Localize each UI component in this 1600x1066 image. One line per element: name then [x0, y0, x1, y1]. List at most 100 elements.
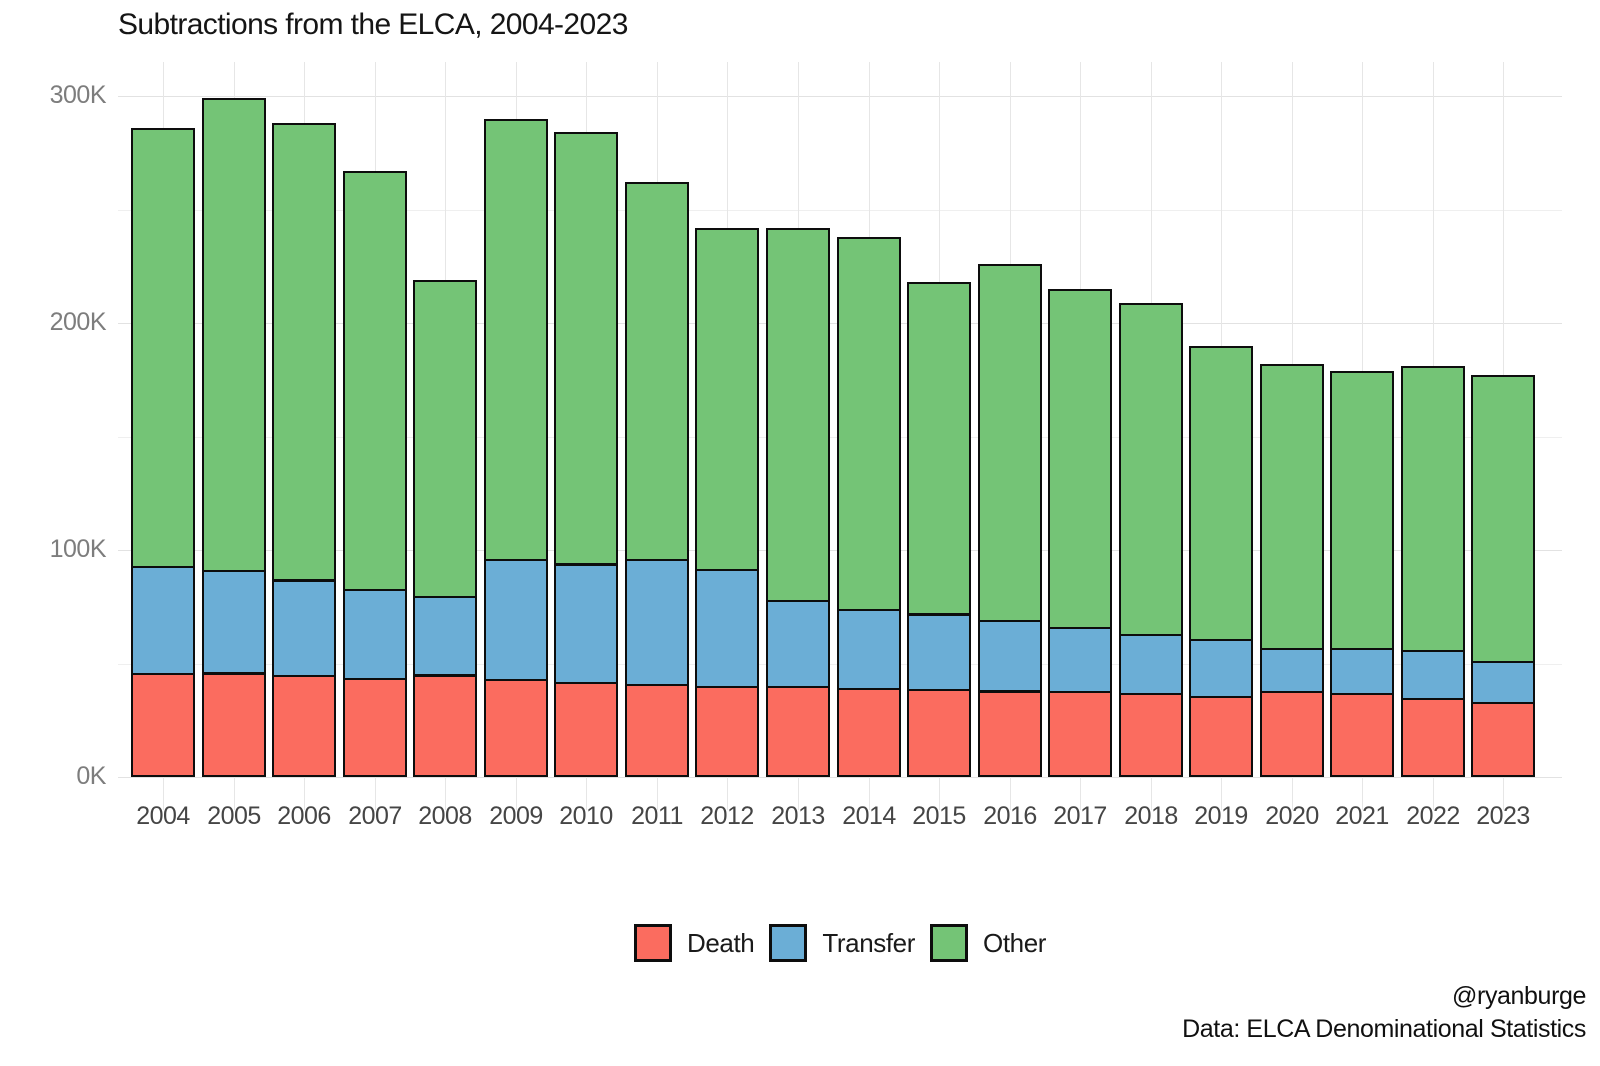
x-tick-label-2015: 2015 [912, 802, 966, 830]
y-tick-label-0k: 0K [76, 762, 106, 790]
bar-segment-other-2017 [1048, 289, 1112, 629]
bar-segment-transfer-2005 [202, 570, 266, 674]
bar-segment-transfer-2020 [1260, 648, 1324, 693]
bar-segment-other-2004 [131, 128, 195, 568]
bar-segment-other-2007 [343, 171, 407, 591]
bar-segment-transfer-2011 [625, 559, 689, 686]
y-tick-label-100k: 100K [49, 535, 107, 563]
bar-segment-death-2011 [625, 684, 689, 777]
bar-segment-other-2011 [625, 182, 689, 561]
x-tick-label-2014: 2014 [842, 802, 896, 830]
x-tick-label-2004: 2004 [136, 802, 190, 830]
bar-segment-other-2021 [1330, 371, 1394, 650]
bar-segment-transfer-2014 [837, 609, 901, 690]
x-tick-label-2016: 2016 [983, 802, 1037, 830]
bar-segment-transfer-2017 [1048, 627, 1112, 693]
bar-segment-transfer-2018 [1119, 634, 1183, 695]
x-tick-label-2022: 2022 [1406, 802, 1460, 830]
bar-segment-other-2014 [837, 237, 901, 611]
bar-segment-death-2012 [695, 686, 759, 777]
bar-segment-death-2014 [837, 688, 901, 777]
x-tick-label-2020: 2020 [1265, 802, 1319, 830]
bar-segment-transfer-2021 [1330, 648, 1394, 695]
legend-swatch-other [930, 924, 968, 962]
bar-segment-other-2023 [1471, 375, 1535, 663]
bar-segment-death-2023 [1471, 702, 1535, 777]
bar-segment-transfer-2004 [131, 566, 195, 675]
legend-label-other: Other [983, 927, 1047, 958]
legend-item-other: Other [930, 924, 1046, 962]
bar-segment-death-2007 [343, 677, 407, 777]
bar-segment-transfer-2012 [695, 568, 759, 688]
bar-segment-death-2016 [978, 691, 1042, 777]
legend: Death Transfer Other [118, 924, 1562, 962]
x-tick-label-2017: 2017 [1053, 802, 1107, 830]
bar-segment-other-2010 [554, 132, 618, 565]
bar-segment-transfer-2019 [1189, 639, 1253, 698]
chart-credits: @ryanburge Data: ELCA Denominational Sta… [1182, 980, 1586, 1046]
bar-segment-other-2018 [1119, 303, 1183, 636]
x-tick-label-2009: 2009 [489, 802, 543, 830]
gridline-minor-250k [118, 210, 1562, 211]
y-tick-label-300k: 300K [49, 81, 107, 109]
legend-swatch-transfer [769, 924, 808, 962]
x-tick-label-2008: 2008 [418, 802, 472, 830]
bar-segment-transfer-2009 [484, 559, 548, 681]
plot-panel [118, 62, 1562, 810]
bar-segment-other-2009 [484, 119, 548, 561]
x-tick-label-2021: 2021 [1335, 802, 1389, 830]
bar-segment-transfer-2023 [1471, 661, 1535, 704]
y-tick-label-200k: 200K [49, 308, 107, 336]
bar-segment-death-2004 [131, 673, 195, 777]
bar-segment-death-2017 [1048, 691, 1112, 777]
legend-label-transfer: Transfer [822, 927, 915, 958]
bar-segment-death-2010 [554, 682, 618, 777]
x-tick-label-2010: 2010 [559, 802, 613, 830]
bar-segment-death-2006 [272, 675, 336, 777]
bar-segment-death-2021 [1330, 693, 1394, 777]
bar-segment-transfer-2008 [413, 595, 477, 676]
x-tick-label-2023: 2023 [1476, 802, 1530, 830]
bar-segment-death-2005 [202, 673, 266, 777]
x-tick-label-2012: 2012 [700, 802, 754, 830]
bar-segment-death-2015 [907, 688, 971, 777]
bar-segment-other-2013 [766, 228, 830, 602]
bar-segment-transfer-2007 [343, 589, 407, 680]
bar-segment-death-2008 [413, 675, 477, 777]
x-tick-label-2011: 2011 [631, 802, 683, 830]
bar-segment-other-2015 [907, 282, 971, 615]
chart-title: Subtractions from the ELCA, 2004-2023 [118, 8, 628, 41]
x-tick-label-2019: 2019 [1194, 802, 1248, 830]
legend-item-transfer: Transfer [769, 924, 915, 962]
bar-segment-other-2008 [413, 280, 477, 598]
bar-segment-death-2009 [484, 679, 548, 777]
x-tick-label-2005: 2005 [207, 802, 261, 830]
bar-segment-other-2022 [1401, 366, 1465, 652]
data-source: Data: ELCA Denominational Statistics [1182, 1015, 1586, 1043]
bar-segment-other-2016 [978, 264, 1042, 622]
bar-segment-transfer-2016 [978, 620, 1042, 692]
legend-label-death: Death [686, 927, 755, 958]
x-tick-label-2018: 2018 [1124, 802, 1178, 830]
x-tick-label-2013: 2013 [771, 802, 825, 830]
x-tick-label-2007: 2007 [348, 802, 402, 830]
bar-segment-other-2019 [1189, 346, 1253, 641]
bar-segment-other-2020 [1260, 364, 1324, 650]
bar-segment-death-2022 [1401, 698, 1465, 777]
bar-segment-transfer-2006 [272, 580, 336, 677]
bar-segment-transfer-2022 [1401, 650, 1465, 700]
legend-swatch-death [633, 924, 672, 962]
x-tick-label-2006: 2006 [277, 802, 331, 830]
author-handle: @ryanburge [1452, 982, 1586, 1010]
bar-segment-death-2018 [1119, 693, 1183, 777]
gridline-0k [118, 777, 1562, 778]
bar-segment-transfer-2010 [554, 564, 618, 684]
bar-segment-death-2020 [1260, 691, 1324, 777]
bar-segment-transfer-2013 [766, 600, 830, 688]
bar-segment-other-2012 [695, 228, 759, 571]
bar-segment-other-2006 [272, 123, 336, 581]
bar-segment-death-2013 [766, 686, 830, 777]
bar-segment-transfer-2015 [907, 614, 971, 691]
bar-segment-death-2019 [1189, 695, 1253, 777]
